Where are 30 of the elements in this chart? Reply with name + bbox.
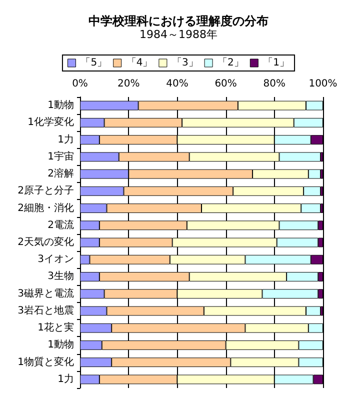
y-tick-label: 3生物 — [48, 270, 74, 282]
y-tick-label: 1力 — [58, 372, 74, 385]
y-tick-label: 1動物 — [48, 340, 74, 351]
y-tick-label: 3岩石と地震 — [18, 304, 74, 316]
y-tick-label: 1化学変化 — [28, 116, 74, 128]
y-tick-label: 2原子と分子 — [18, 184, 74, 197]
x-tick-label: 60% — [214, 78, 237, 90]
y-tick-label: 2天気の変化 — [18, 236, 74, 248]
y-tick-label: 1動物 — [48, 100, 74, 112]
x-tick-label: 100% — [308, 78, 338, 90]
y-tick-label: 2細胞・消化 — [18, 202, 74, 214]
y-tick-label: 1力 — [58, 133, 74, 146]
y-tick-label: 3イオン — [38, 254, 74, 266]
chart-title: 中学校理科における理解度の分布 — [88, 14, 268, 28]
x-tick-label: 40% — [166, 78, 188, 90]
legend-label: 「4」 — [126, 56, 153, 68]
y-tick-label: 1物質と変化 — [18, 356, 74, 368]
x-tick-label: 20% — [117, 78, 140, 90]
x-tick-label: 80% — [263, 78, 286, 90]
y-tick-label: 2電流 — [48, 218, 74, 231]
y-tick-label: 2溶解 — [48, 168, 74, 180]
legend-label: 「5」 — [80, 56, 108, 68]
legend-label: 「3」 — [172, 56, 198, 68]
chart-subtitle: 1984～1988年 — [140, 28, 218, 41]
x-tick-label: 0% — [72, 78, 88, 90]
legend-label: 「2」 — [218, 56, 244, 68]
y-tick-label: 1花と実 — [38, 322, 74, 334]
y-tick-label: 1宇宙 — [48, 150, 74, 162]
legend-label: 「1」 — [263, 56, 290, 68]
y-tick-label: 3磁界と電流 — [18, 287, 74, 300]
